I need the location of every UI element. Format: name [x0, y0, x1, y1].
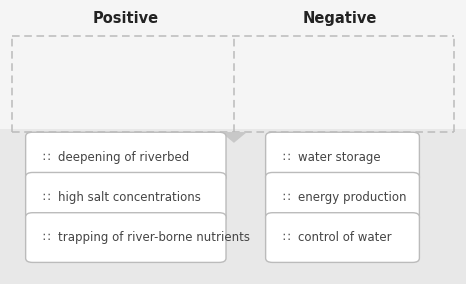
FancyBboxPatch shape — [26, 172, 226, 222]
Text: ∷  control of water: ∷ control of water — [283, 231, 391, 244]
Text: ∷  energy production: ∷ energy production — [283, 191, 406, 204]
Text: ∷  water storage: ∷ water storage — [283, 151, 380, 164]
Polygon shape — [221, 132, 247, 143]
Text: ∷  high salt concentrations: ∷ high salt concentrations — [43, 191, 201, 204]
FancyBboxPatch shape — [26, 132, 226, 182]
Text: Negative: Negative — [303, 11, 377, 26]
Bar — [0, 129, 466, 284]
Text: ∷  trapping of river-borne nutrients: ∷ trapping of river-borne nutrients — [43, 231, 250, 244]
FancyBboxPatch shape — [26, 213, 226, 262]
FancyBboxPatch shape — [266, 172, 419, 222]
Text: ∷  deepening of riverbed: ∷ deepening of riverbed — [43, 151, 189, 164]
FancyBboxPatch shape — [266, 213, 419, 262]
Bar — [0, 0, 466, 129]
Text: Positive: Positive — [93, 11, 159, 26]
FancyBboxPatch shape — [266, 132, 419, 182]
